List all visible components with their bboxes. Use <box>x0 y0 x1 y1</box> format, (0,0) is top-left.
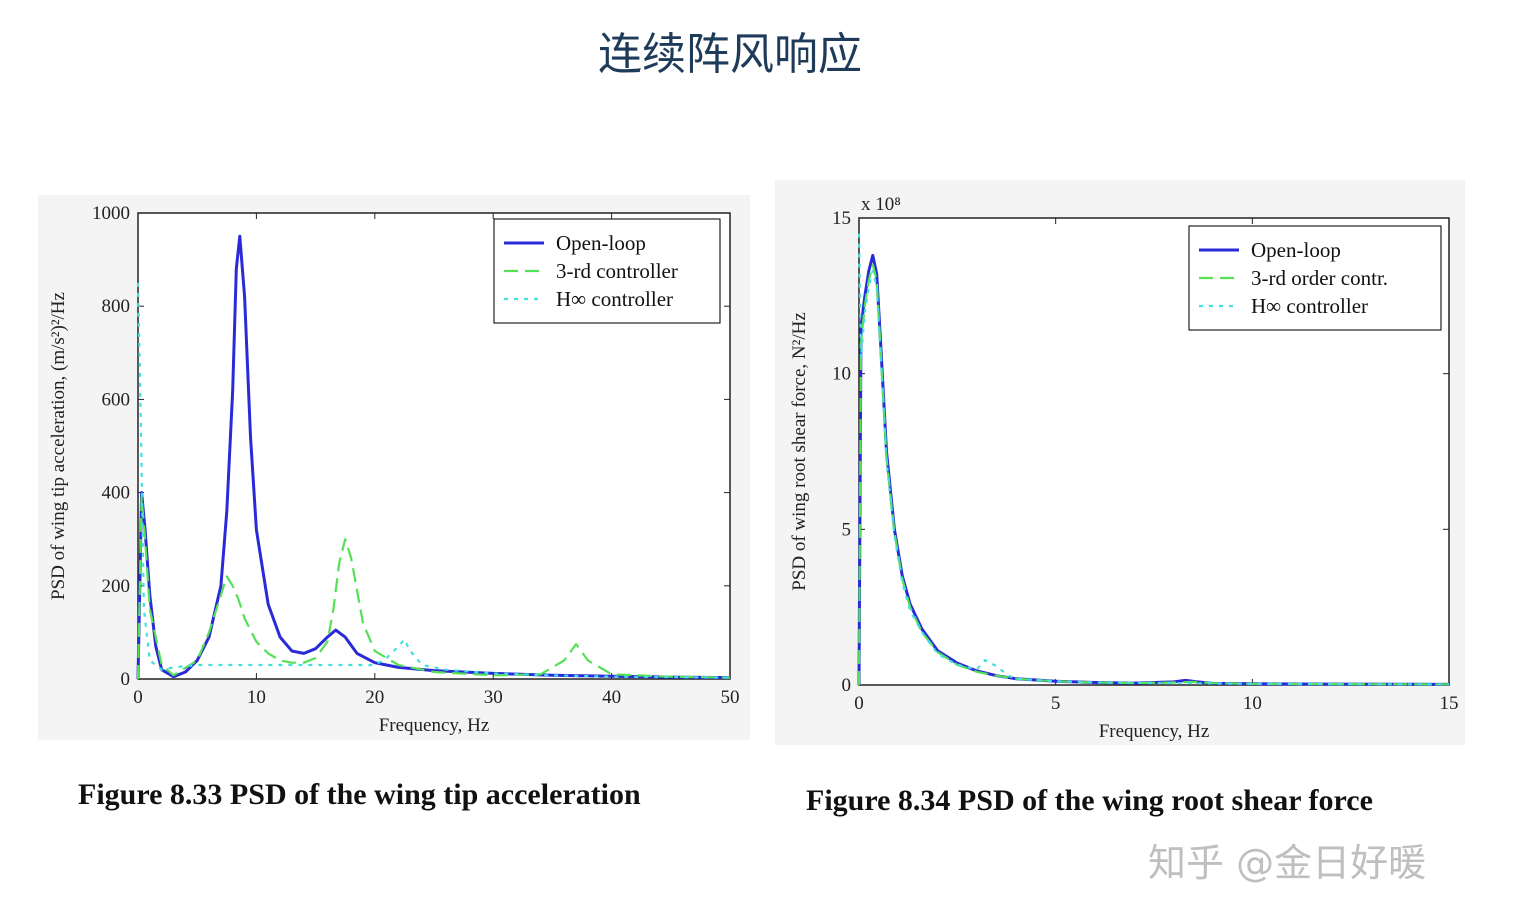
series-line-2 <box>857 263 1450 686</box>
legend-label-1: Open-loop <box>1251 238 1341 262</box>
series-line-3 <box>136 282 731 679</box>
y-axis-multiplier: x 10⁸ <box>861 194 901 215</box>
y-tick-label: 800 <box>102 296 131 317</box>
x-tick-label: 30 <box>484 687 503 708</box>
y-axis-label: PSD of wing root shear force, N²/Hz <box>789 312 810 591</box>
y-tick-label: 0 <box>121 669 131 690</box>
legend-label-3: H∞ controller <box>556 287 673 311</box>
legend-label-1: Open-loop <box>556 231 646 255</box>
series-line-2 <box>136 496 731 680</box>
x-axis-label: Frequency, Hz <box>379 715 490 736</box>
x-tick-label: 0 <box>133 687 143 708</box>
legend-label-3: H∞ controller <box>1251 294 1368 318</box>
y-tick-label: 15 <box>832 208 851 229</box>
y-tick-label: 1000 <box>92 203 130 224</box>
x-tick-label: 0 <box>854 693 864 714</box>
y-tick-label: 600 <box>102 389 131 410</box>
series-line-1 <box>136 234 731 680</box>
x-tick-label: 5 <box>1051 693 1061 714</box>
legend-label-2: 3-rd order contr. <box>1251 266 1388 290</box>
series-line-3 <box>857 233 1450 686</box>
y-axis-label: PSD of wing tip acceleration, (m/s²)²/Hz <box>48 292 69 600</box>
watermark: 知乎 @金日好暖 <box>1148 841 1427 885</box>
chart-wing-tip-acceleration: 0 10 20 30 40 50 0 200 400 600 800 1000 Frequency, H… <box>48 203 740 736</box>
x-tick-label: 50 <box>721 687 740 708</box>
y-tick-label: 0 <box>842 675 852 696</box>
y-tick-label: 200 <box>102 576 131 597</box>
x-tick-label: 40 <box>602 687 621 708</box>
legend-label-2: 3-rd controller <box>556 259 678 283</box>
chart-panel-wing-tip-acceleration: 0 10 20 30 40 50 0 200 400 600 800 1000 Frequency, H… <box>38 195 750 740</box>
figure-caption-8-34: Figure 8.34 PSD of the wing root shear f… <box>806 784 1373 817</box>
y-tick-label: 10 <box>832 364 851 385</box>
x-tick-label: 15 <box>1440 693 1459 714</box>
x-tick-label: 10 <box>247 687 266 708</box>
chart-wing-root-shear-force: 0 5 10 15 0 5 10 15 Frequency, Hz PSD of wing roo… <box>789 194 1459 742</box>
figure-caption-8-33: Figure 8.33 PSD of the wing tip accelera… <box>78 778 641 811</box>
x-tick-label: 10 <box>1243 693 1262 714</box>
y-tick-label: 400 <box>102 483 131 504</box>
slide-title: 连续阵风响应 <box>598 29 862 80</box>
x-tick-label: 20 <box>365 687 384 708</box>
chart-panel-wing-root-shear-force: 0 5 10 15 0 5 10 15 Frequency, Hz PSD of wing roo… <box>775 180 1465 745</box>
y-tick-label: 5 <box>842 519 852 540</box>
x-axis-label: Frequency, Hz <box>1099 721 1210 742</box>
